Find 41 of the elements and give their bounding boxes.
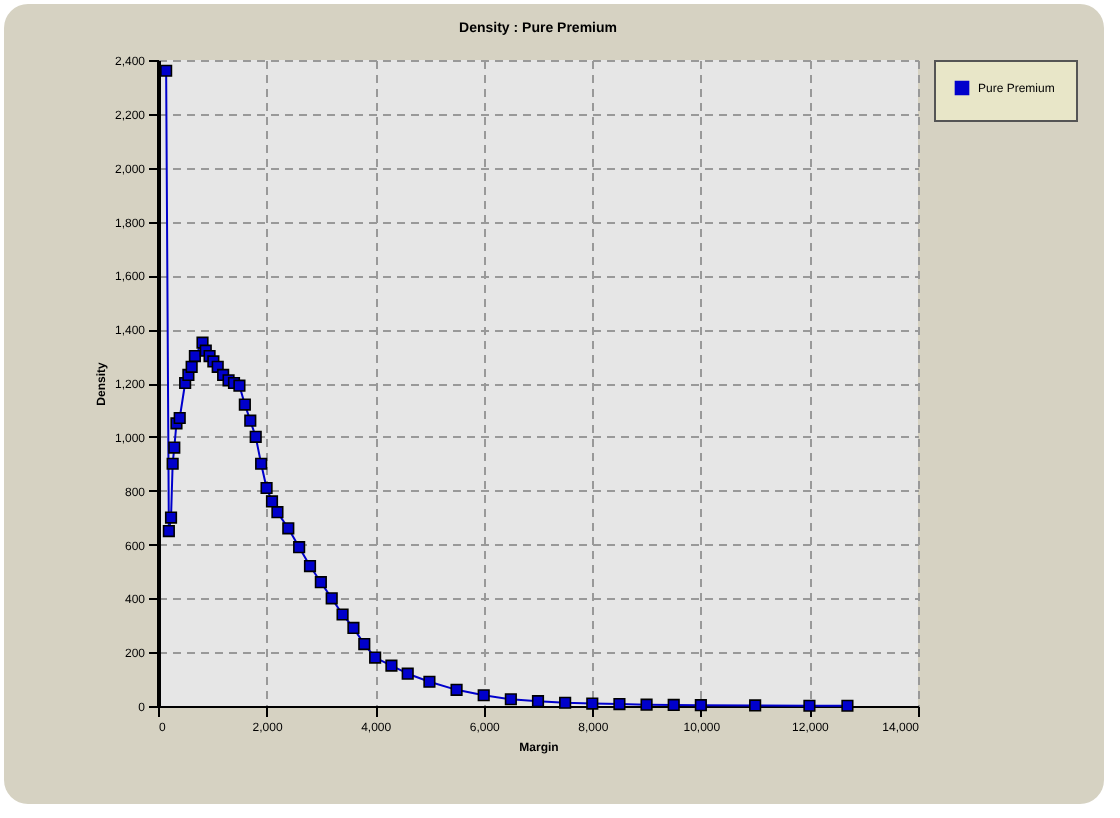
point (173, 411, 186, 425)
point (255, 457, 268, 470)
point (233, 379, 246, 392)
point (401, 667, 414, 680)
point (667, 698, 680, 712)
point (640, 698, 653, 711)
point (369, 651, 382, 664)
point (185, 360, 198, 373)
point (749, 699, 762, 712)
point (249, 430, 262, 443)
point (803, 699, 816, 712)
point (282, 522, 295, 535)
point (260, 481, 273, 495)
point (358, 638, 371, 651)
point (531, 695, 545, 708)
point (336, 608, 349, 621)
point (271, 506, 284, 519)
point (504, 693, 517, 706)
point (168, 441, 181, 454)
point (841, 699, 854, 712)
point (188, 349, 202, 363)
point (613, 698, 626, 711)
point (244, 414, 257, 427)
point (162, 524, 175, 538)
point (559, 696, 572, 709)
point (347, 621, 360, 635)
point (586, 697, 599, 710)
point (477, 689, 490, 702)
point (423, 675, 436, 688)
point (385, 659, 398, 672)
point (450, 683, 463, 696)
point (694, 699, 707, 712)
point (265, 495, 279, 508)
point (325, 592, 338, 605)
point (238, 398, 251, 411)
point (314, 576, 327, 589)
point (166, 457, 179, 470)
point (303, 559, 317, 573)
point (160, 64, 173, 77)
point (293, 541, 306, 554)
point (164, 511, 178, 524)
